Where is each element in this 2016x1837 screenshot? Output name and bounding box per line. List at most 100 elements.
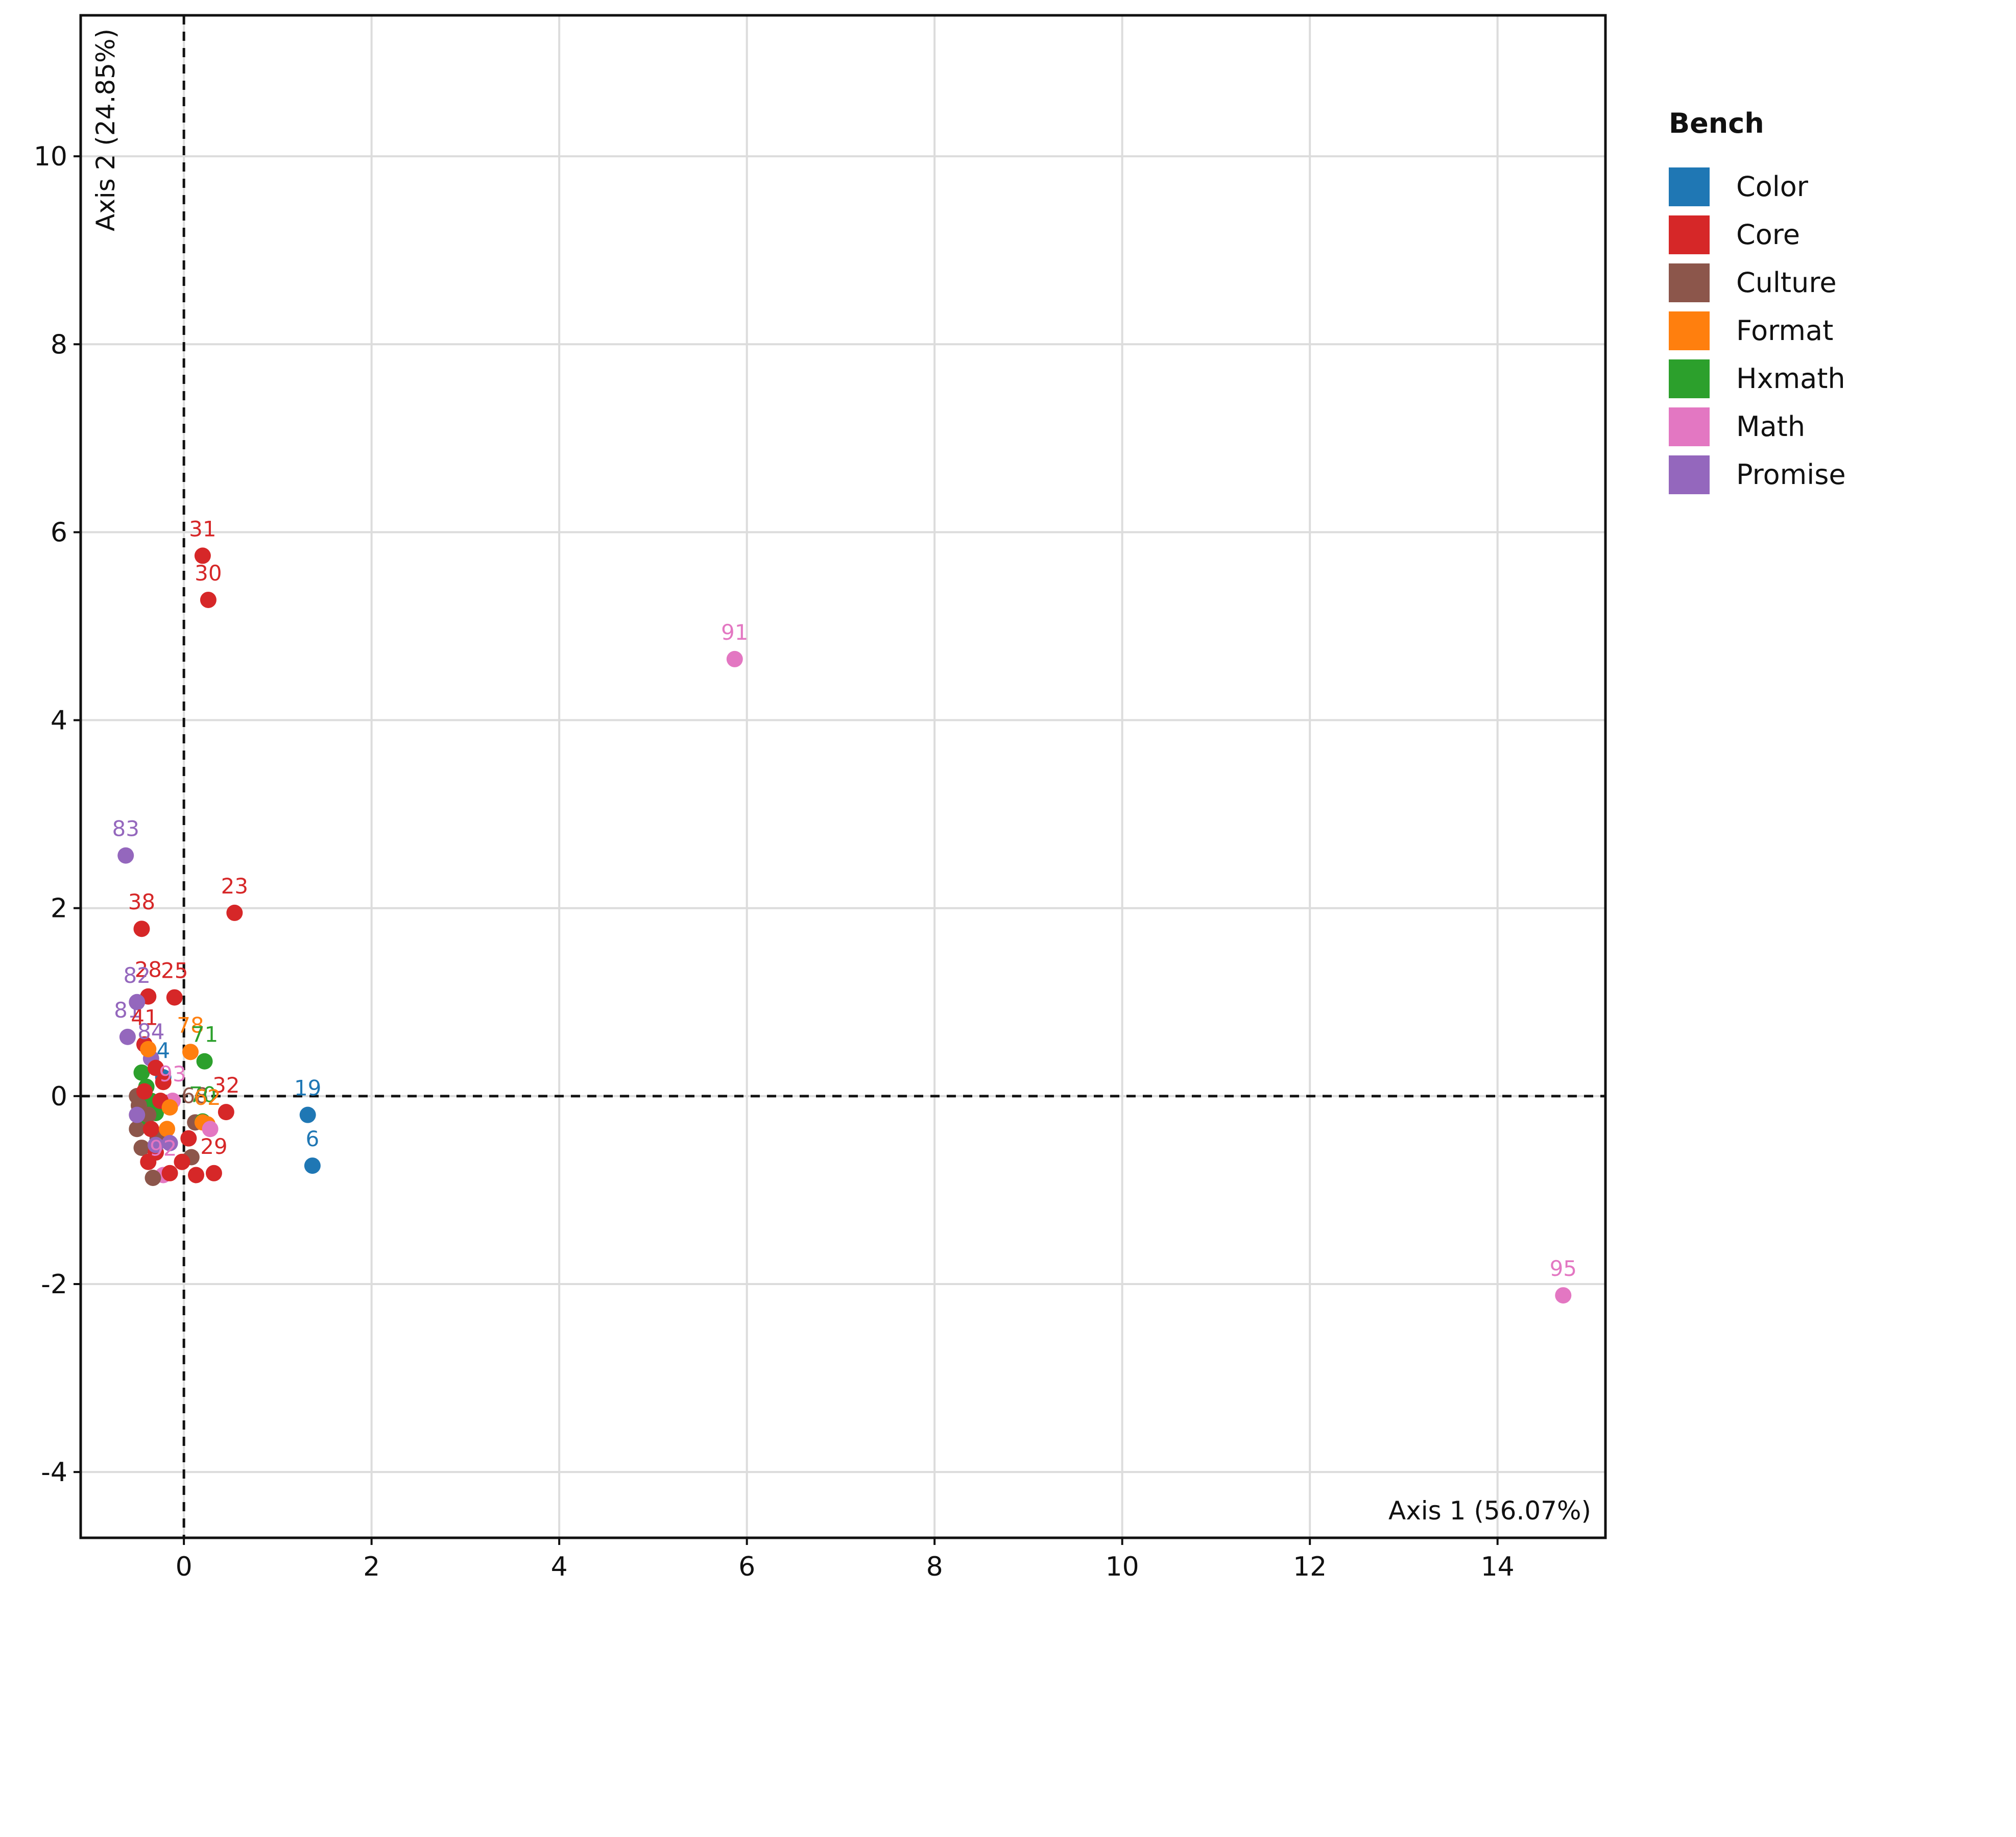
legend-label: Format: [1736, 315, 1833, 347]
data-point: [226, 904, 243, 921]
point-label: 84: [137, 1019, 164, 1044]
point-label: 70: [189, 1082, 216, 1107]
data-point: [166, 989, 183, 1006]
legend-label: Culture: [1736, 267, 1837, 299]
data-point: [161, 1165, 178, 1181]
data-point: [129, 994, 146, 1010]
legend-swatch: [1669, 167, 1710, 206]
point-label: 92: [150, 1135, 177, 1161]
data-point: [726, 650, 743, 667]
data-point: [142, 1121, 159, 1138]
point-label: 68: [181, 1083, 208, 1108]
x-tick-label: 0: [176, 1552, 193, 1582]
legend-label: Promise: [1736, 458, 1846, 491]
x-axis-label: Axis 1 (56.07%): [1388, 1496, 1591, 1526]
x-tick-label: 2: [363, 1552, 380, 1582]
legend-title: Bench: [1669, 107, 1764, 139]
point-label: 4: [156, 1038, 170, 1063]
data-point: [205, 1165, 222, 1181]
point-label: 62: [194, 1085, 221, 1110]
point-label: 31: [189, 516, 216, 541]
data-point: [129, 1121, 146, 1138]
point-label: 19: [294, 1076, 321, 1101]
x-tick-label: 6: [738, 1552, 755, 1582]
x-tick-label: 4: [551, 1552, 568, 1582]
point-label: 71: [191, 1022, 218, 1047]
y-axis-label: Axis 2 (24.85%): [91, 29, 121, 231]
point-label: 83: [112, 816, 139, 841]
legend-swatch: [1669, 263, 1710, 302]
data-point: [136, 1083, 153, 1100]
point-labels: 3130918323382528828178714184419329368706…: [112, 516, 1577, 1281]
y-tick-label: 8: [51, 329, 67, 360]
x-tick-label: 14: [1481, 1552, 1515, 1582]
data-point: [194, 547, 211, 564]
data-point: [182, 1044, 199, 1060]
data-point: [145, 1169, 161, 1186]
legend-swatch: [1669, 311, 1710, 350]
data-point: [140, 1041, 157, 1057]
data-point: [174, 1153, 190, 1170]
point-label: 38: [128, 889, 155, 914]
legend-label: Hxmath: [1736, 362, 1845, 395]
legend-swatch: [1669, 455, 1710, 494]
point-label: 30: [195, 561, 222, 586]
data-point: [188, 1167, 205, 1183]
legend-label: Math: [1736, 410, 1805, 443]
data-point: [119, 1028, 136, 1045]
y-tick-label: 4: [51, 706, 67, 736]
point-label: 29: [200, 1134, 227, 1159]
point-label: 41: [131, 1005, 158, 1030]
data-point: [304, 1157, 321, 1174]
data-point: [200, 591, 217, 608]
point-label: 82: [124, 963, 151, 988]
data-point: [133, 1064, 150, 1081]
x-tick-label: 10: [1106, 1552, 1139, 1582]
legend-label: Color: [1736, 171, 1809, 203]
x-tick-label: 8: [926, 1552, 943, 1582]
data-point: [196, 1053, 213, 1070]
data-point: [117, 847, 134, 864]
data-point: [159, 1121, 176, 1138]
legend-swatch: [1669, 359, 1710, 398]
legend-swatch: [1669, 407, 1710, 446]
y-tick-label: 2: [51, 893, 67, 924]
data-point: [1555, 1287, 1572, 1304]
data-point: [148, 1059, 164, 1076]
data-point: [218, 1104, 234, 1121]
data-point: [161, 1134, 178, 1151]
y-tick-label: 0: [51, 1081, 67, 1112]
point-label: 25: [161, 958, 188, 983]
points: [117, 547, 1572, 1304]
point-label: 23: [221, 874, 248, 899]
data-point: [148, 1137, 164, 1153]
data-point: [202, 1121, 219, 1138]
reference-lines: [81, 15, 1605, 1538]
data-point: [155, 1074, 172, 1091]
x-tick-label: 12: [1293, 1552, 1327, 1582]
legend: Bench Color Core Culture Format Hxmath Math Pr…: [1669, 107, 1846, 494]
point-label: 93: [159, 1061, 186, 1086]
data-point: [133, 921, 150, 937]
point-label: 95: [1550, 1256, 1577, 1281]
data-point: [129, 1106, 146, 1123]
data-point: [161, 1099, 178, 1116]
data-point: [140, 1106, 157, 1123]
y-tick-label: 10: [34, 141, 67, 172]
y-tick-label: -4: [41, 1457, 67, 1488]
plot-border: [79, 14, 1607, 1539]
point-label: 81: [114, 998, 141, 1023]
data-point: [180, 1130, 197, 1147]
point-label: 32: [212, 1073, 239, 1098]
data-point: [299, 1106, 316, 1123]
point-label: 78: [177, 1012, 204, 1037]
point-label: 6: [306, 1126, 320, 1151]
legend-swatch: [1669, 215, 1710, 254]
point-label: 28: [135, 957, 162, 982]
data-point: [133, 1140, 150, 1156]
point-label: 91: [721, 620, 748, 645]
y-tick-label: 6: [51, 517, 67, 548]
